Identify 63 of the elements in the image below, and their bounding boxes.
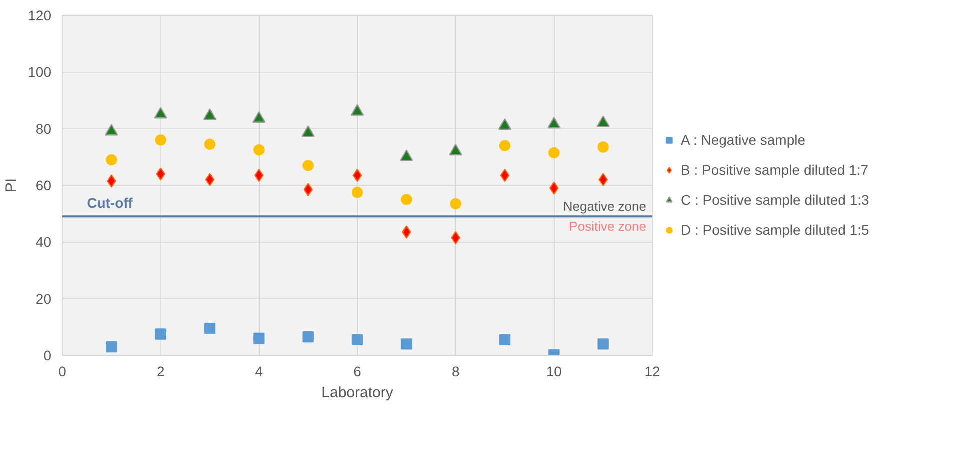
y-tick-label: 120	[28, 8, 52, 24]
point	[352, 186, 364, 198]
y-axis-title: PI	[3, 178, 20, 193]
point	[302, 331, 314, 343]
x-axis-title: Laboratory	[322, 384, 394, 402]
x-tick-label: 2	[156, 364, 165, 380]
point	[499, 140, 511, 152]
point	[401, 194, 412, 206]
x-tick-label: 8	[452, 364, 460, 380]
point	[302, 126, 315, 138]
annotation: Positive zone	[569, 219, 647, 234]
y-tick-label: 0	[44, 348, 52, 364]
point	[401, 338, 412, 350]
point	[254, 332, 265, 344]
point	[107, 174, 116, 188]
point	[400, 150, 414, 162]
y-tick-label: 20	[36, 290, 52, 307]
point	[598, 142, 609, 153]
x-tick-label: 10	[546, 364, 562, 380]
point	[156, 168, 166, 181]
point	[596, 116, 610, 128]
x-tick-label: 6	[354, 364, 362, 380]
point	[204, 138, 216, 150]
point	[598, 173, 608, 186]
point	[498, 118, 512, 130]
point	[155, 328, 166, 340]
point	[548, 147, 560, 159]
y-tick-label: 100	[28, 64, 52, 80]
y-tick-label: 80	[36, 120, 52, 137]
point	[302, 160, 314, 172]
point	[598, 338, 609, 350]
y-tick-label: 40	[36, 234, 52, 250]
legend-label: C : Positive sample diluted 1:3	[681, 192, 870, 208]
point	[205, 173, 215, 186]
point	[450, 198, 462, 210]
x-tick-label: 0	[58, 364, 67, 380]
point	[106, 341, 118, 353]
point	[254, 144, 265, 156]
x-tick-label: 4	[255, 364, 264, 380]
x-tick-label: 12	[644, 364, 660, 380]
point	[499, 334, 511, 346]
point	[402, 226, 412, 239]
point	[154, 107, 168, 119]
point	[500, 168, 510, 182]
point	[304, 183, 313, 196]
annotation: Negative zone	[563, 199, 647, 214]
point	[106, 154, 118, 166]
point	[105, 124, 118, 136]
point	[352, 168, 362, 182]
ref-line-label: Cut-off	[87, 195, 134, 211]
legend-label: D : Positive sample diluted 1:5	[681, 222, 870, 238]
point	[155, 134, 166, 146]
legend-label: B : Positive sample diluted 1:7	[681, 162, 869, 178]
point	[350, 104, 364, 116]
point	[352, 334, 364, 346]
point	[548, 117, 561, 129]
point	[550, 182, 559, 195]
point	[252, 111, 266, 123]
point	[204, 322, 216, 334]
y-tick-label: 60	[36, 178, 52, 194]
point	[449, 144, 462, 156]
legend-label: A : Negative sample	[681, 132, 806, 148]
point	[203, 108, 217, 120]
